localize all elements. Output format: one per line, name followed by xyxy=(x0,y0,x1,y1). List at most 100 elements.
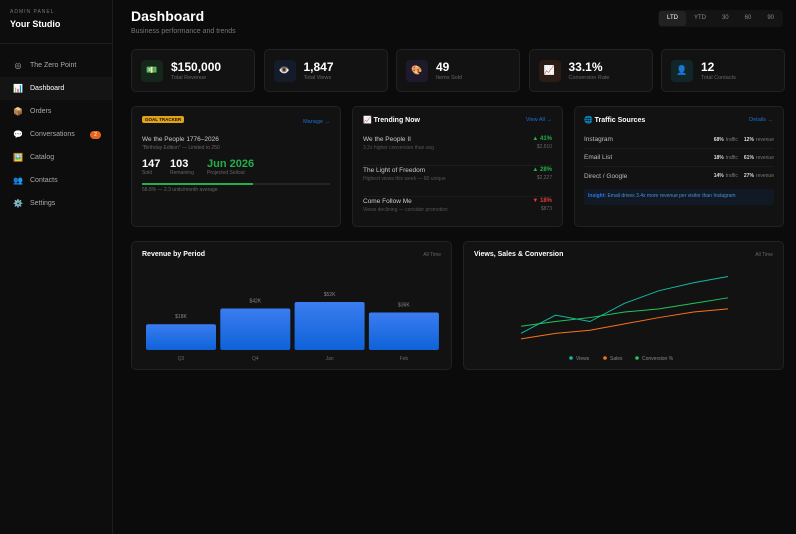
manage-link[interactable]: Manage → xyxy=(303,119,330,125)
traffic-source-name: Instagram xyxy=(584,136,613,143)
stat-card-total-contacts: 👤 12 Total Contacts xyxy=(661,49,785,92)
sellout-label: Projected Sellout xyxy=(207,170,245,176)
sidebar-nav: ◎ The Zero Point 📊 Dashboard 📦 Orders 💬 Convers… xyxy=(0,54,112,215)
sidebar-item-conversations[interactable]: 💬 Conversations 2 xyxy=(0,123,112,146)
legend-dot xyxy=(635,356,639,360)
sidebar-item-label: The Zero Point xyxy=(30,62,77,69)
sidebar-item-the-zero-point[interactable]: ◎ The Zero Point xyxy=(0,54,112,77)
x-tick-label: Q3 xyxy=(178,356,185,362)
range-90[interactable]: 90 xyxy=(767,15,774,21)
sidebar-item-label: Orders xyxy=(30,108,52,115)
stat-value: $150,000 xyxy=(171,60,222,74)
brand-title: Your Studio xyxy=(10,19,61,29)
page-subtitle: Business performance and trends xyxy=(131,28,236,35)
x-tick-label: Jan xyxy=(326,356,334,362)
traffic-pct: 14% xyxy=(713,173,724,179)
sellout-stat: Jun 2026 Projected Sellout xyxy=(207,158,254,176)
stat-card-total-revenue: 💵 $150,000 Total Revenue xyxy=(131,49,255,92)
revenue-chart-card: Revenue by Period All Time $18K Q3 $42K Q4 $… xyxy=(131,241,452,370)
sidebar-item-catalog[interactable]: 🖼️ Catalog xyxy=(0,146,112,169)
traffic-metrics: 14% traffic 27% revenue xyxy=(714,173,774,179)
trending-item[interactable]: We the People II 3.2x higher conversion t… xyxy=(363,136,552,166)
trending-name: The Light of Freedom xyxy=(363,167,426,174)
sidebar-item-settings[interactable]: ⚙️ Settings xyxy=(0,192,112,215)
bar-Q4[interactable] xyxy=(220,308,291,350)
gear-icon: ⚙️ xyxy=(13,199,23,208)
goal-tag: GOAL TRACKER xyxy=(142,116,185,123)
goal-subtitle: "Birthday Edition" — Limited to 250 xyxy=(142,145,220,151)
revenue-bar-chart: $18K Q3 $42K Q4 $52K Jan $36K Feb xyxy=(146,292,439,362)
revenue-word: revenue xyxy=(755,154,774,161)
stat-label: Conversion Rate xyxy=(568,75,610,81)
traffic-word: traffic xyxy=(725,154,738,161)
sidebar-item-label: Conversations xyxy=(30,131,75,138)
traffic-word: traffic xyxy=(725,173,738,179)
bar-Jan[interactable] xyxy=(294,302,365,350)
trending-item[interactable]: The Light of Freedom Highest views this w… xyxy=(363,167,552,197)
stat-text: 1,847 Total Views xyxy=(304,60,334,81)
revenue-chart-filter[interactable]: All Time xyxy=(423,252,441,258)
stat-value: 49 xyxy=(436,60,450,74)
bar-Feb[interactable] xyxy=(368,312,439,350)
stat-value: 12 xyxy=(701,60,715,74)
revenue-chart-title: Revenue by Period xyxy=(142,251,206,258)
bar-label: $52K xyxy=(324,292,336,298)
bar-Q3[interactable] xyxy=(146,324,216,350)
details-link[interactable]: Details → xyxy=(749,117,773,123)
sidebar: ADMIN PANEL Your Studio ◎ The Zero Point 📊… xyxy=(0,0,113,534)
range-30[interactable]: 30 xyxy=(721,15,729,21)
remaining-value: 103 xyxy=(170,158,189,170)
goal-progress-fill xyxy=(142,183,253,185)
stat-icon: 🎨 xyxy=(406,59,428,82)
x-tick-label: Feb xyxy=(400,356,409,362)
stat-icon: 💵 xyxy=(141,59,163,82)
revenue-word: revenue xyxy=(755,136,774,143)
sidebar-item-orders[interactable]: 📦 Orders xyxy=(0,100,112,123)
unread-badge: 2 xyxy=(90,130,101,139)
trending-amount: $2,510 xyxy=(536,144,552,150)
package-icon: 📦 xyxy=(13,107,23,116)
line-chart-title: Views, Sales & Conversion xyxy=(474,251,564,258)
stat-text: 33.1% Conversion Rate xyxy=(569,60,610,81)
sidebar-item-contacts[interactable]: 👥 Contacts xyxy=(0,169,112,192)
trending-amount: $873 xyxy=(540,206,552,212)
sidebar-item-dashboard[interactable]: 📊 Dashboard xyxy=(0,77,112,100)
target-icon: ◎ xyxy=(14,61,22,70)
range-selector: LTD YTD 30 60 90 xyxy=(658,10,783,27)
insight-label: Insight: xyxy=(588,193,607,199)
line-conversion- xyxy=(520,297,729,327)
bar-chart-icon: 📊 xyxy=(13,84,23,93)
stat-label: Total Revenue xyxy=(171,75,207,81)
traffic-source-name: Email List xyxy=(584,154,613,161)
line-chart-filter[interactable]: All Time xyxy=(755,252,773,258)
range-ytd[interactable]: YTD xyxy=(693,15,706,21)
view-all-link[interactable]: View All → xyxy=(525,117,552,123)
sidebar-item-label: Settings xyxy=(30,200,56,207)
revenue-pct: 12% xyxy=(743,136,754,143)
revenue-word: revenue xyxy=(755,173,774,179)
traffic-title: 🌐 Traffic Sources xyxy=(584,117,646,124)
legend-label: Sales xyxy=(610,356,623,362)
stat-text: 49 Items Sold xyxy=(436,60,462,81)
bar-label: $42K xyxy=(249,299,261,305)
traffic-word: traffic xyxy=(725,136,738,143)
range-60[interactable]: 60 xyxy=(744,15,752,21)
range-ltd[interactable]: LTD xyxy=(659,11,686,26)
traffic-metrics: 68% traffic 12% revenue xyxy=(714,137,774,143)
sellout-value: Jun 2026 xyxy=(207,158,255,170)
traffic-pct: 68% xyxy=(713,136,724,143)
trending-item[interactable]: Come Follow Me Views declining — consider… xyxy=(363,198,552,228)
trending-amount: $2,227 xyxy=(536,175,552,181)
trending-name: Come Follow Me xyxy=(363,198,412,205)
traffic-row: Direct / Google 14% traffic 27% revenue xyxy=(584,167,774,185)
stat-icon: 👤 xyxy=(671,59,693,82)
views-sales-line-chart: Views Sales Conversion % xyxy=(520,275,729,362)
line-chart-card: Views, Sales & Conversion All Time Views… xyxy=(463,241,784,370)
trending-desc: Views declining — consider promotion xyxy=(363,207,448,213)
remaining-stat: 103 Remaining xyxy=(170,158,194,176)
stat-label: Total Contacts xyxy=(701,75,736,81)
traffic-pct: 18% xyxy=(713,154,724,161)
picture-icon: 🖼️ xyxy=(13,153,23,162)
sold-label: Sold xyxy=(142,170,153,176)
goal-tracker-card: GOAL TRACKER Manage → We the People 1776… xyxy=(131,106,341,227)
